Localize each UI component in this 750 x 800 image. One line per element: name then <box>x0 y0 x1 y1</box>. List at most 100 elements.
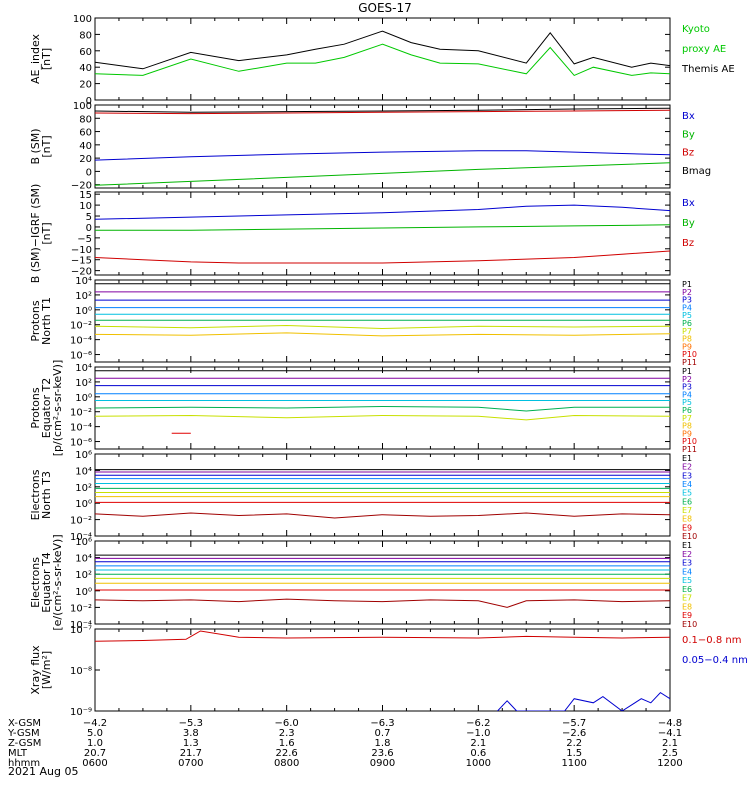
x-axis-cell: 22.6 <box>276 748 298 759</box>
x-axis-cell: −2.6 <box>562 728 586 739</box>
x-axis-cell: −5.7 <box>562 718 586 729</box>
date-label: 2021 Aug 05 <box>8 765 78 778</box>
y-tick-label: 10² <box>75 378 92 389</box>
legend-entry: E6 <box>682 497 692 506</box>
y-tick-label: 10⁻² <box>70 603 92 614</box>
y-axis-label: ElectronsNorth T3 <box>29 469 53 520</box>
x-axis-cell: −5.3 <box>179 718 203 729</box>
y-tick-label: 15 <box>79 190 92 201</box>
legend-entry: P4 <box>682 303 692 312</box>
x-axis-cell: 1.3 <box>183 738 199 749</box>
y-axis-label-line: [nT] <box>40 222 53 244</box>
y-axis-label-line: [p/(cm²-s-sr-keV)] <box>51 360 64 457</box>
panel-frame <box>94 17 671 101</box>
y-tick-label: 100 <box>73 101 92 112</box>
x-axis-row-label: MLT <box>8 748 28 759</box>
legend-entry: Bx <box>682 111 695 122</box>
panel-p_equator: 10⁻⁶ 10⁻⁴ 10⁻² 10⁰ 10² 10⁴ ProtonsEquator T2[p… <box>29 360 697 457</box>
x-axis-row-label: hhmm <box>8 758 40 769</box>
y-tick-label: 60 <box>79 47 92 58</box>
x-axis-cell: 1200 <box>657 758 682 769</box>
panel-frame <box>94 628 671 712</box>
x-axis-cell: 2.3 <box>279 728 295 739</box>
y-axis-label-line: Protons <box>29 300 42 341</box>
x-axis-cell: 0.7 <box>375 728 391 739</box>
series-line-0-05-0-4-nm <box>497 691 670 711</box>
y-axis-label: AE_index[nT] <box>29 33 53 84</box>
legend-entry: Bz <box>682 238 694 249</box>
y-axis-label-line: North T3 <box>40 471 53 519</box>
y-tick-label: −20 <box>71 181 92 192</box>
panel-frame <box>94 104 671 189</box>
x-axis-cell: 2.2 <box>566 738 582 749</box>
y-tick-label: −20 <box>71 267 92 278</box>
y-axis-label-line: Xray flux <box>29 645 42 695</box>
panel-frame <box>94 366 671 450</box>
series-line-bmag <box>95 107 670 113</box>
legend-entry: E2 <box>682 463 692 472</box>
series-line-p6 <box>95 405 670 412</box>
legend-entry: E4 <box>682 480 692 489</box>
y-tick-label: 10⁰ <box>75 499 92 510</box>
y-tick-label: 10⁻⁷ <box>70 625 92 636</box>
x-axis-cell: 0800 <box>274 758 299 769</box>
y-tick-label: 10⁻⁴ <box>70 423 92 434</box>
legend-entry: Bx <box>682 198 695 209</box>
legend-entry: P9 <box>682 342 692 351</box>
x-axis-cell: 20.7 <box>84 748 106 759</box>
panel-ae: 0 20 40 60 80 100 AE_index[nT] Kyoto proxy AE The… <box>29 14 735 107</box>
y-tick-label: 10 <box>79 201 92 212</box>
y-tick-label: 60 <box>79 128 92 139</box>
series-line-by <box>95 162 670 186</box>
y-tick-label: 10⁶ <box>75 537 92 548</box>
legend-entry: E2 <box>682 550 692 559</box>
y-tick-label: 10² <box>75 291 92 302</box>
legend-entry: Bmag <box>682 166 711 177</box>
y-tick-label: 10⁻⁹ <box>70 707 92 718</box>
y-tick-label: 10⁶ <box>75 450 92 461</box>
legend-entry: E5 <box>682 489 692 498</box>
y-axis-label-line: Electrons <box>29 469 42 520</box>
x-axis-cell: 1.8 <box>375 738 391 749</box>
legend-entry: P11 <box>682 358 697 367</box>
y-axis-label: ElectronsEquator T4[e/(cm²-s-sr-keV)] <box>29 534 64 630</box>
x-axis-cell: −4.2 <box>83 718 107 729</box>
legend-entry: P8 <box>682 335 692 344</box>
x-axis-cell: 0600 <box>82 758 107 769</box>
y-tick-label: 10⁻⁴ <box>70 336 92 347</box>
y-tick-label: 0 <box>86 96 92 107</box>
series-line-p8 <box>95 332 670 337</box>
y-axis-label-line: B (SM)−IGRF (SM) <box>29 184 42 284</box>
legend-entry: Bz <box>682 148 694 159</box>
series-line-bz <box>95 109 670 115</box>
legend-entry: E6 <box>682 585 692 594</box>
y-tick-label: 10⁻⁸ <box>70 666 92 677</box>
y-axis-label: Xray flux[W/m²] <box>29 645 53 695</box>
y-axis-label: ProtonsEquator T2[p/(cm²-s-sr-keV)] <box>29 360 64 457</box>
panel-p_north: 10⁻⁶ 10⁻⁴ 10⁻² 10⁰ 10² 10⁴ ProtonsNorth T1 P1P2… <box>29 276 697 367</box>
legend-entry: 0.05−0.4 nm <box>682 655 748 666</box>
legend-entry: E4 <box>682 567 692 576</box>
legend-entry: E7 <box>682 506 692 515</box>
legend-entry: P9 <box>682 429 692 438</box>
x-axis-cell: 1.0 <box>87 738 103 749</box>
legend-entry: P5 <box>682 311 692 320</box>
legend-entry: P7 <box>682 414 692 423</box>
y-tick-label: 0 <box>86 223 92 234</box>
legend-entry: E3 <box>682 471 692 480</box>
legend-entry: P4 <box>682 390 692 399</box>
y-tick-label: 10⁴ <box>75 554 92 565</box>
series-line-themis-ae <box>95 30 670 70</box>
y-tick-label: 5 <box>86 212 92 223</box>
legend-entry: P10 <box>682 437 697 446</box>
y-tick-label: 10⁰ <box>75 587 92 598</box>
x-axis-cell: −6.0 <box>275 718 299 729</box>
y-axis-label-line: B (SM) <box>29 128 42 164</box>
series-line-bz <box>95 250 670 264</box>
x-axis-cell: 5.0 <box>87 728 103 739</box>
y-axis-label-line: AE_index <box>29 33 42 84</box>
x-axis-cell: −1.0 <box>466 728 490 739</box>
y-axis-label: B (SM)[nT] <box>29 128 53 164</box>
